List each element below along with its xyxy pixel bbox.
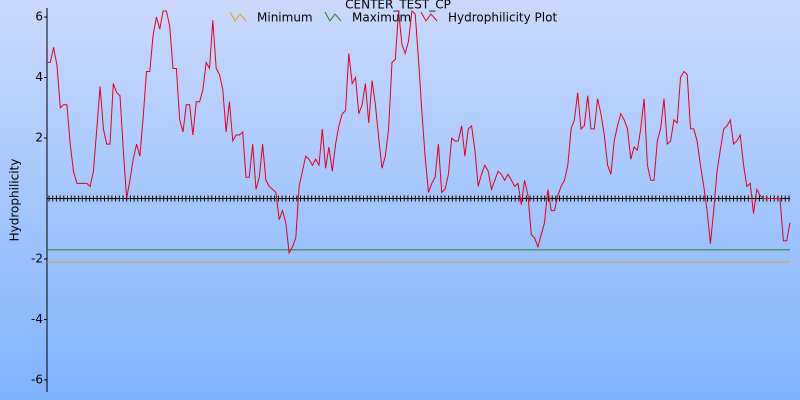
y-tick-label: -2 [31, 251, 43, 265]
y-tick-label: 4 [35, 70, 43, 84]
y-tick-label: -6 [31, 372, 43, 386]
y-axis-label: Hydrophilicity [8, 159, 22, 242]
y-tick-label: 6 [35, 10, 43, 24]
legend-icon [324, 11, 342, 22]
legend-label: Maximum [352, 11, 411, 25]
y-tick-label: -4 [31, 312, 43, 326]
legend-icon [229, 11, 247, 22]
legend-icon [420, 11, 438, 22]
zero-markers [48, 195, 790, 202]
legend-label: Hydrophilicity Plot [448, 11, 557, 25]
data-line [47, 9, 791, 255]
legend-label: Minimum [257, 11, 313, 25]
chart-title: CENTER_TEST_CP [345, 0, 451, 12]
y-tick-label: 2 [35, 131, 43, 145]
